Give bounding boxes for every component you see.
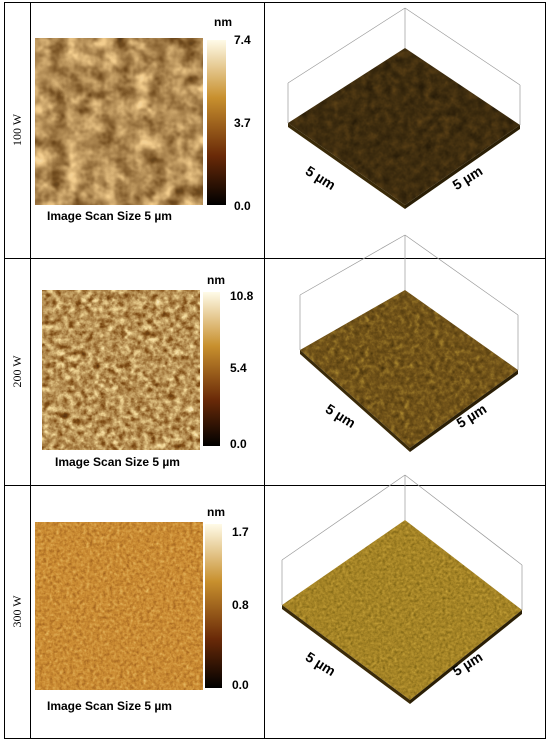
color-bar-unit: nm <box>207 505 225 519</box>
color-bar-tick: 10.8 <box>230 289 254 303</box>
table-grid <box>4 2 546 739</box>
axis-label: 5 µm <box>303 648 339 679</box>
color-bar-unit: nm <box>214 15 232 29</box>
image-caption: Image Scan Size 5 µm <box>55 455 180 469</box>
color-bar-tick: 5.4 <box>230 361 247 375</box>
color-bar-tick: 3.7 <box>234 116 251 130</box>
bounding-box <box>281 474 523 610</box>
color-bar-tick: 0.0 <box>230 437 247 451</box>
afm-2d-image <box>42 290 200 450</box>
color-bar <box>207 40 226 205</box>
color-bar <box>203 292 220 446</box>
image-caption: Image Scan Size 5 µm <box>47 209 172 223</box>
color-bar-tick: 0.8 <box>232 598 249 612</box>
bounding-box <box>287 7 521 125</box>
axis-label: 5 µm <box>323 400 359 431</box>
afm-2d-image <box>35 522 203 690</box>
color-bar-tick: 0.0 <box>232 678 249 692</box>
color-bar-tick: 0.0 <box>234 199 251 213</box>
row-label: 100 W <box>10 113 24 146</box>
row-label: 300 W <box>10 595 24 628</box>
color-bar <box>205 524 222 688</box>
color-bar-tick: 1.7 <box>232 525 249 539</box>
afm-2d-image <box>35 38 203 205</box>
bounding-box <box>299 234 519 370</box>
axis-label: 5 µm <box>303 162 339 193</box>
color-bar-tick: 7.4 <box>234 33 251 47</box>
image-caption: Image Scan Size 5 µm <box>47 699 172 713</box>
row-label: 200 W <box>10 355 24 388</box>
color-bar-unit: nm <box>207 273 225 287</box>
